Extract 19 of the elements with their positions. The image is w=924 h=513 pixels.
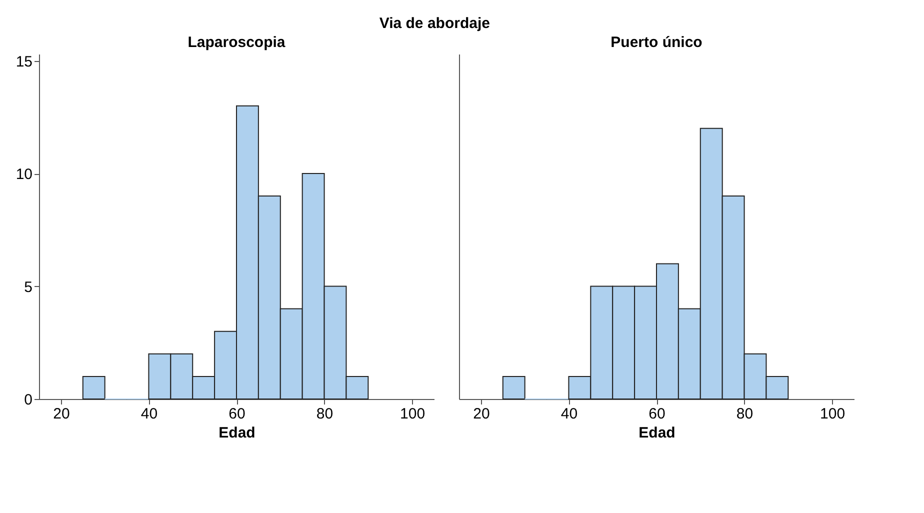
x-tick-label: 40 <box>560 406 578 422</box>
x-tick-label: 100 <box>400 406 426 422</box>
y-tick-label: 10 <box>16 166 32 184</box>
x-axis-title: Edad <box>218 424 256 442</box>
x-tick-label: 60 <box>648 406 666 422</box>
x-tick-label: 80 <box>736 406 754 422</box>
x-tick-label: 80 <box>316 406 334 422</box>
x-tick-label: 20 <box>473 406 490 422</box>
x-tick-label: 60 <box>228 406 246 422</box>
x-axis-title: Edad <box>638 424 676 442</box>
x-tick-label: 20 <box>53 406 70 422</box>
text: Via de abordaje <box>379 14 490 32</box>
x-tick-label: 100 <box>820 406 846 422</box>
chart-title: Laparoscopia <box>188 34 286 51</box>
y-tick-label: 0 <box>24 392 32 408</box>
x-tick-label: 40 <box>140 406 158 422</box>
chart-title: Puerto único <box>610 34 702 51</box>
y-tick-label: 15 <box>16 53 32 70</box>
y-tick-label: 5 <box>24 278 32 296</box>
